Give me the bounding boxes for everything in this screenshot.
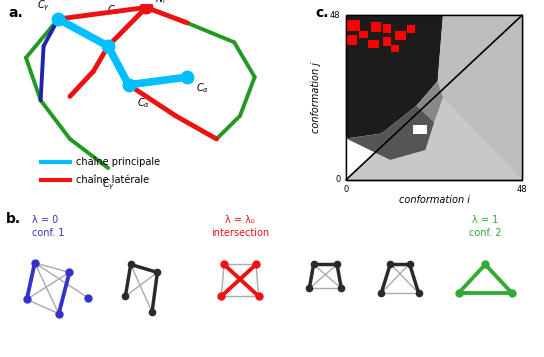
Text: conformation i: conformation i (399, 195, 469, 205)
Text: λ = 1: λ = 1 (472, 215, 498, 225)
Bar (413, 125, 427, 134)
Polygon shape (346, 15, 522, 180)
Text: chaîne principale: chaîne principale (76, 157, 160, 167)
Bar (391, 45, 399, 52)
Polygon shape (417, 81, 443, 122)
Polygon shape (438, 15, 522, 180)
Text: chaîne latérale: chaîne latérale (76, 175, 149, 185)
Polygon shape (346, 15, 443, 139)
Text: conformation j: conformation j (311, 62, 321, 133)
Text: λ = 0: λ = 0 (32, 215, 58, 225)
Text: $C_\alpha$: $C_\alpha$ (196, 81, 209, 95)
Bar (348, 35, 357, 45)
Text: $C_\alpha$: $C_\alpha$ (107, 3, 121, 17)
Text: 48: 48 (330, 11, 341, 20)
Text: intersection: intersection (211, 228, 269, 238)
Text: λ = λ₀: λ = λ₀ (225, 215, 255, 225)
Text: a.: a. (8, 5, 23, 20)
Bar (382, 24, 391, 32)
Text: $C_\gamma$: $C_\gamma$ (37, 0, 50, 13)
Text: $C_\gamma$: $C_\gamma$ (102, 178, 115, 192)
Bar (348, 20, 360, 31)
Text: $C_\alpha$: $C_\alpha$ (138, 96, 151, 110)
Text: b.: b. (5, 212, 21, 226)
Bar (395, 31, 406, 40)
Polygon shape (346, 106, 434, 160)
Bar (407, 25, 416, 32)
Text: $N_i$: $N_i$ (155, 0, 166, 5)
Text: 0: 0 (344, 185, 349, 195)
Bar (368, 40, 379, 48)
Text: conf. 2: conf. 2 (469, 228, 502, 238)
Bar (346, 15, 522, 180)
Text: conf. 1: conf. 1 (32, 228, 65, 238)
Bar (371, 22, 381, 32)
Bar (359, 31, 368, 39)
Text: 0: 0 (335, 175, 341, 184)
Bar (346, 15, 522, 180)
Text: c.: c. (316, 5, 329, 20)
Bar (382, 37, 391, 46)
Text: 48: 48 (517, 185, 528, 195)
